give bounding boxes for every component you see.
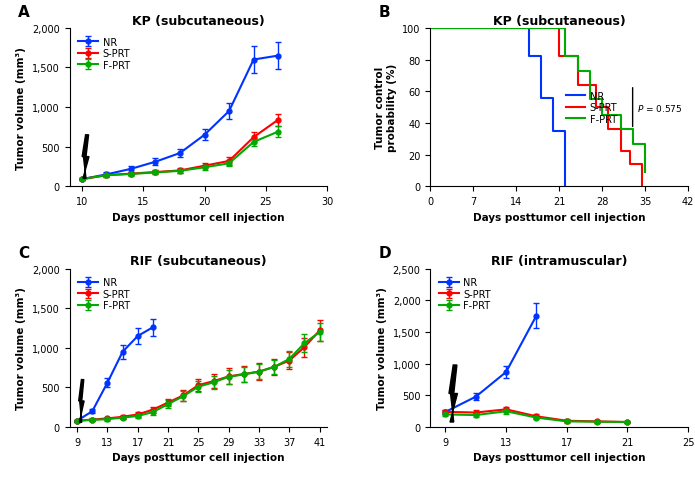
S-PRT: [573, 83, 582, 89]
S-PRT: [626, 162, 634, 168]
F-PRT: [629, 141, 637, 147]
Legend: NR, S-PRT, F-PRT: NR, S-PRT, F-PRT: [74, 34, 134, 74]
X-axis label: Days posttumor cell injection: Days posttumor cell injection: [473, 212, 646, 222]
NR: [561, 184, 569, 190]
NR: [549, 129, 557, 134]
F-PRT: [426, 26, 434, 32]
F-PRT: [616, 127, 625, 133]
NR: [561, 171, 569, 177]
F-PRT: [586, 97, 594, 103]
Title: RIF (intramuscular): RIF (intramuscular): [491, 255, 628, 268]
S-PRT: [638, 184, 646, 190]
NR: [524, 54, 532, 60]
S-PRT: [555, 54, 564, 60]
Title: RIF (subcutaneous): RIF (subcutaneous): [130, 255, 267, 268]
F-PRT: [573, 69, 582, 74]
F-PRT: [641, 156, 649, 161]
Text: B: B: [379, 5, 391, 20]
Y-axis label: Tumor volume (mm³): Tumor volume (mm³): [17, 47, 26, 169]
Polygon shape: [82, 135, 89, 179]
Polygon shape: [449, 365, 457, 422]
Title: KP (subcutaneous): KP (subcutaneous): [493, 15, 626, 28]
S-PRT: [616, 149, 625, 155]
NR: [512, 26, 521, 32]
F-PRT: [598, 113, 606, 119]
NR: [537, 96, 545, 101]
Title: KP (subcutaneous): KP (subcutaneous): [132, 15, 265, 28]
Legend: NR, S-PRT, F-PRT: NR, S-PRT, F-PRT: [74, 274, 134, 314]
X-axis label: Days posttumor cell injection: Days posttumor cell injection: [112, 212, 285, 222]
Line: F-PRT: F-PRT: [430, 29, 645, 173]
S-PRT: [426, 26, 434, 32]
Text: $\it{P}$ = 0.575: $\it{P}$ = 0.575: [637, 102, 682, 113]
Text: D: D: [379, 245, 391, 260]
F-PRT: [561, 54, 569, 60]
NR: [426, 26, 434, 32]
Legend: NR, S-PRT, F-PRT: NR, S-PRT, F-PRT: [435, 274, 495, 314]
Y-axis label: Tumor volume (mm³): Tumor volume (mm³): [377, 287, 387, 409]
Line: S-PRT: S-PRT: [430, 29, 642, 187]
F-PRT: [641, 170, 649, 176]
X-axis label: Days posttumor cell injection: Days posttumor cell injection: [473, 453, 646, 462]
Text: A: A: [18, 5, 30, 20]
S-PRT: [604, 127, 612, 133]
Polygon shape: [79, 380, 84, 422]
X-axis label: Days posttumor cell injection: Days posttumor cell injection: [112, 453, 285, 462]
Y-axis label: Tumor volume (mm³): Tumor volume (mm³): [17, 287, 26, 409]
Text: C: C: [18, 245, 29, 260]
Line: NR: NR: [430, 29, 565, 187]
Y-axis label: Tumor control
probability (%): Tumor control probability (%): [375, 64, 397, 152]
S-PRT: [543, 26, 551, 32]
S-PRT: [592, 105, 600, 111]
S-PRT: [638, 173, 646, 179]
F-PRT: [543, 26, 551, 32]
Legend: NR, S-PRT, F-PRT: NR, S-PRT, F-PRT: [562, 87, 621, 128]
